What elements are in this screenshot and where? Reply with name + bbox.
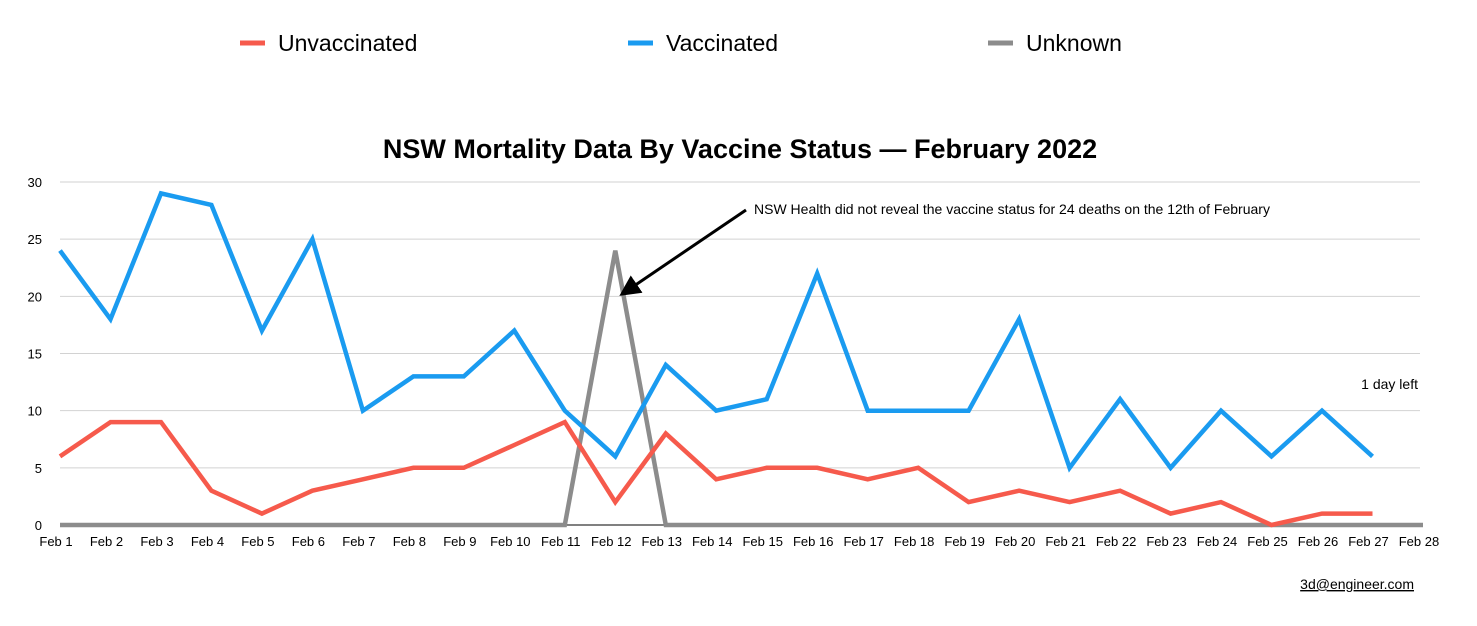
x-tick-label: Feb 24: [1197, 534, 1237, 549]
chart-title: NSW Mortality Data By Vaccine Status — F…: [383, 134, 1097, 164]
x-axis: Feb 1 Feb 2 Feb 3 Feb 4 Feb 5 Feb 6 Feb 7 Feb 8…: [39, 534, 1439, 549]
legend-label-vaccinated: Vaccinated: [666, 30, 778, 56]
x-tick-label: Feb 22: [1096, 534, 1136, 549]
x-tick-label: Feb 8: [393, 534, 426, 549]
series-line-unknown: [60, 250, 1423, 528]
gridlines: [60, 181, 1420, 526]
annotation-arrow: [619, 208, 747, 296]
x-tick-label: Feb 21: [1045, 534, 1085, 549]
legend: Unvaccinated Vaccinated Unknown: [240, 30, 1122, 56]
legend-label-unknown: Unknown: [1026, 30, 1122, 56]
x-tick-label: Feb 27: [1348, 534, 1388, 549]
y-tick-label: 10: [28, 404, 42, 419]
x-tick-label: Feb 18: [894, 534, 934, 549]
x-tick-label: Feb 14: [692, 534, 732, 549]
series-line-unvaccinated: [58, 419, 1373, 528]
series-line-vaccinated: [58, 190, 1375, 473]
y-tick-label: 30: [28, 175, 42, 190]
x-tick-label: Feb 9: [443, 534, 476, 549]
y-tick-label: 0: [35, 518, 42, 533]
x-tick-label: Feb 7: [342, 534, 375, 549]
legend-label-unvaccinated: Unvaccinated: [278, 30, 417, 56]
x-tick-label: Feb 10: [490, 534, 530, 549]
x-tick-label: Feb 20: [995, 534, 1035, 549]
x-tick-label: Feb 3: [140, 534, 173, 549]
x-tick-label: Feb 12: [591, 534, 631, 549]
credit-email[interactable]: 3d@engineer.com: [1300, 576, 1414, 592]
x-tick-label: Feb 17: [843, 534, 883, 549]
x-tick-label: Feb 25: [1247, 534, 1287, 549]
x-tick-label: Feb 5: [241, 534, 274, 549]
x-tick-label: Feb 28: [1399, 534, 1439, 549]
x-tick-label: Feb 11: [541, 534, 581, 549]
x-tick-label: Feb 26: [1298, 534, 1338, 549]
y-axis: 0 5 10 15 20 25 30: [28, 175, 42, 533]
annotation-text: NSW Health did not reveal the vaccine st…: [754, 201, 1270, 217]
series-lines: [58, 190, 1423, 528]
x-tick-label: Feb 2: [90, 534, 123, 549]
x-tick-label: Feb 13: [642, 534, 682, 549]
x-tick-label: Feb 19: [944, 534, 984, 549]
x-tick-label: Feb 16: [793, 534, 833, 549]
y-tick-label: 5: [35, 461, 42, 476]
x-tick-label: Feb 1: [39, 534, 72, 549]
x-tick-label: Feb 23: [1146, 534, 1186, 549]
x-tick-label: Feb 15: [742, 534, 782, 549]
y-tick-label: 20: [28, 289, 42, 304]
y-tick-label: 25: [28, 232, 42, 247]
x-tick-label: Feb 6: [292, 534, 325, 549]
days-left-note: 1 day left: [1361, 376, 1418, 392]
x-tick-label: Feb 4: [191, 534, 224, 549]
y-tick-label: 15: [28, 347, 42, 362]
